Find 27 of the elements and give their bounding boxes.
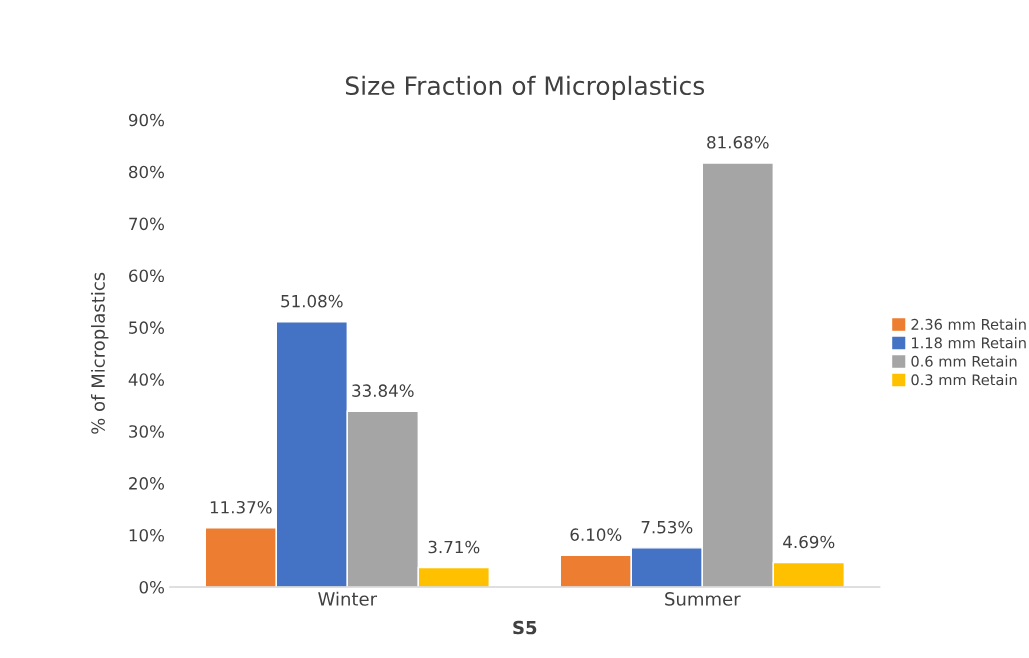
y-tick-label: 70%: [129, 217, 164, 231]
legend-label: 0.3 mm Retain: [911, 374, 1017, 386]
legend-label: 1.18 mm Retain: [912, 337, 1026, 349]
y-tick-label: 60%: [129, 269, 164, 283]
y-tick-label: 40%: [128, 373, 164, 386]
y-tick-label: 90%: [128, 113, 164, 127]
y-tick-label: 50%: [129, 321, 164, 334]
y-tick-label: 30%: [129, 425, 164, 438]
data-label: 11.37%: [210, 500, 272, 514]
chart-title: Size Fraction of Microplastics: [345, 75, 705, 100]
x-tick-label: Summer: [665, 592, 741, 606]
data-label: 51.08%: [281, 294, 343, 308]
y-tick-label: 10%: [129, 528, 164, 542]
data-label: 81.68%: [707, 136, 769, 149]
y-axis-title: % of Microplastics: [90, 272, 109, 434]
data-label: 4.69%: [783, 535, 835, 549]
data-label: 3.71%: [428, 540, 480, 554]
data-label: 7.53%: [641, 520, 693, 534]
data-label: 33.84%: [352, 384, 414, 397]
y-tick-label: 20%: [129, 477, 164, 490]
data-label: 6.10%: [570, 528, 622, 541]
legend-label: 0.6 mm Retain: [911, 355, 1017, 367]
x-axis-title: S5: [513, 620, 537, 635]
y-tick-label: 0%: [139, 580, 164, 594]
x-tick-label: Winter: [318, 591, 378, 606]
y-tick-label: 80%: [129, 165, 164, 179]
legend-label: 2.36 mm Retain: [911, 318, 1026, 330]
